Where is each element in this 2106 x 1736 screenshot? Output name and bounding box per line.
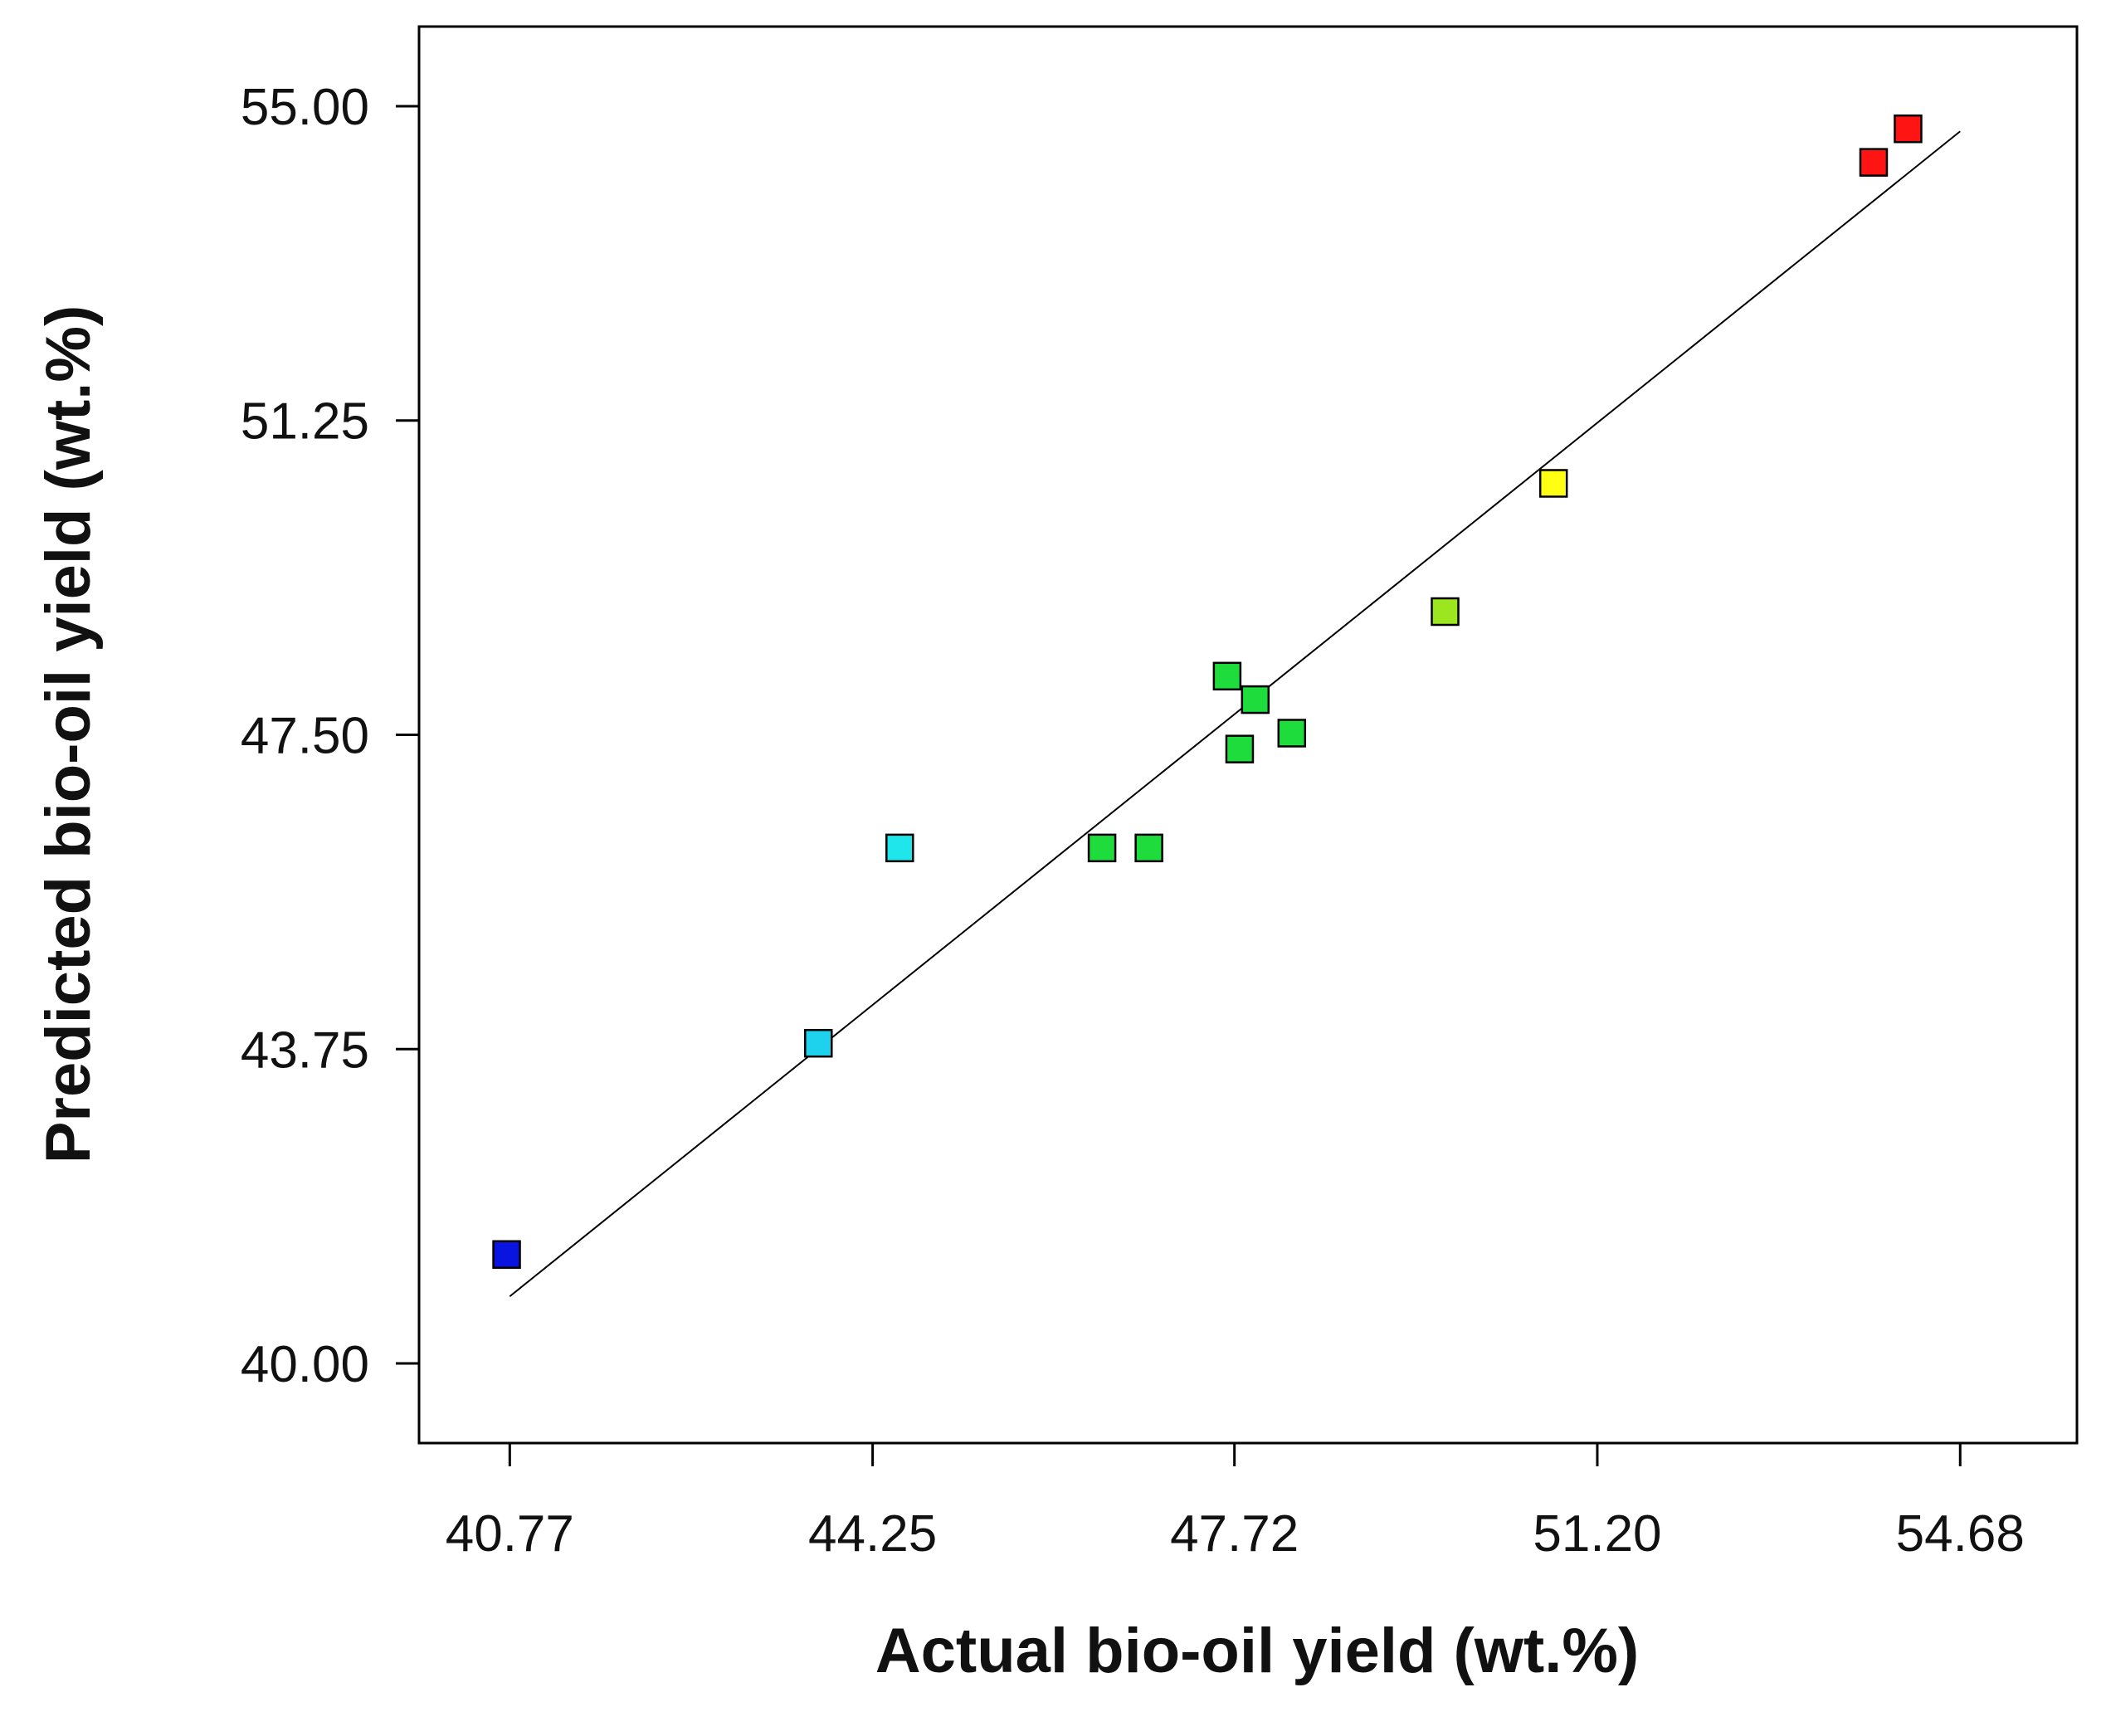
y-axis-title: Predicted bio-oil yield (wt.%): [33, 305, 104, 1164]
data-point: [1859, 148, 1889, 177]
data-point: [1134, 833, 1163, 863]
data-point: [1277, 719, 1307, 748]
y-tick-label: 55.00: [241, 79, 369, 136]
y-tick-label: 43.75: [241, 1022, 369, 1079]
x-tick-label: 44.25: [808, 1505, 937, 1563]
data-point: [1431, 597, 1460, 627]
fit-line: [509, 130, 1961, 1298]
data-point: [1225, 734, 1255, 763]
x-axis-title: Actual bio-oil yield (wt.%): [875, 1616, 1639, 1686]
x-tick-label: 51.20: [1533, 1505, 1661, 1563]
y-axis: 40.00 43.75 47.50 51.25 55.00: [241, 79, 419, 1393]
data-point: [1087, 833, 1117, 863]
y-tick-label: 51.25: [241, 393, 369, 451]
data-point: [1241, 685, 1270, 714]
data-point: [1212, 661, 1242, 691]
x-tick-label: 54.68: [1896, 1505, 2025, 1563]
data-point: [804, 1028, 833, 1058]
y-tick-label: 40.00: [241, 1336, 369, 1393]
x-tick-label: 40.77: [446, 1505, 574, 1563]
data-point: [1894, 114, 1923, 144]
x-tick-label: 47.72: [1170, 1505, 1299, 1563]
data-point: [885, 833, 914, 863]
data-point: [492, 1240, 521, 1269]
data-point: [1538, 469, 1568, 498]
data-points: [492, 114, 1923, 1269]
y-tick-label: 47.50: [241, 708, 369, 765]
x-axis: 40.77 44.25 47.72 51.20 54.68: [446, 1443, 2025, 1563]
